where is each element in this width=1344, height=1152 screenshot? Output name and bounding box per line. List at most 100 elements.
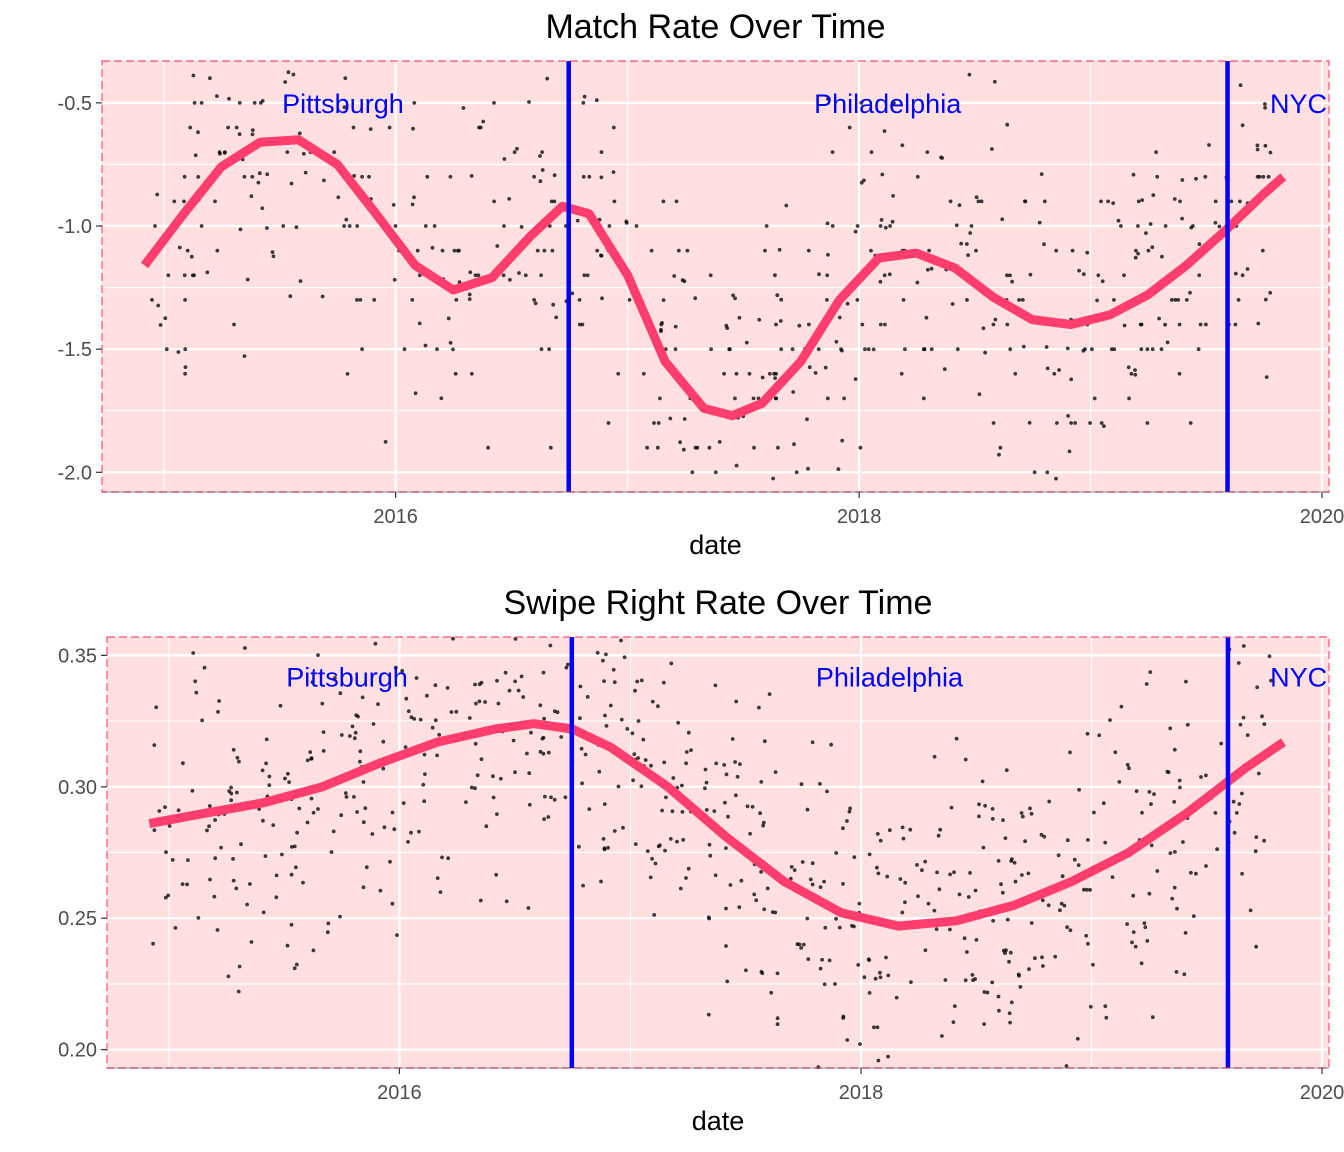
scatter-point: [260, 206, 265, 211]
scatter-point: [948, 927, 952, 932]
scatter-point: [1180, 178, 1185, 182]
scatter-point: [612, 829, 617, 833]
scatter-point: [479, 757, 484, 762]
x-tick-label: 2020: [1300, 1082, 1344, 1104]
scatter-point: [1095, 298, 1099, 303]
scatter-point: [1057, 368, 1061, 372]
scatter-point: [452, 248, 457, 253]
scatter-point: [624, 221, 629, 225]
scatter-point: [974, 248, 978, 253]
scatter-point: [773, 770, 778, 774]
scatter-point: [674, 199, 679, 204]
scatter-point: [303, 170, 308, 175]
y-tick-label: 0.25: [58, 908, 97, 930]
scatter-point: [1122, 273, 1126, 278]
scatter-point: [990, 980, 995, 985]
scatter-point: [1013, 879, 1018, 884]
scatter-point: [552, 199, 557, 204]
scatter-point: [991, 918, 995, 923]
scatter-point: [250, 128, 255, 133]
scatter-point: [513, 679, 517, 684]
scatter-point: [577, 322, 582, 327]
scatter-point: [456, 248, 460, 253]
scatter-point: [469, 371, 474, 376]
scatter-point: [157, 809, 162, 813]
scatter-point: [1173, 850, 1177, 854]
scatter-point: [186, 858, 190, 862]
scatter-point: [1125, 762, 1130, 767]
scatter-point: [681, 447, 686, 452]
scatter-point: [532, 298, 536, 302]
scatter-point: [713, 873, 718, 878]
scatter-point: [1261, 174, 1266, 179]
scatter-point: [383, 440, 388, 444]
scatter-point: [621, 825, 625, 830]
scatter-point: [502, 157, 507, 161]
scatter-point: [294, 962, 299, 967]
scatter-point: [892, 101, 896, 105]
x-tick-label: 2018: [839, 1082, 884, 1104]
scatter-point: [264, 761, 268, 766]
scatter-point: [1268, 290, 1273, 295]
scatter-point: [867, 958, 871, 962]
scatter-point: [678, 886, 683, 891]
scatter-point: [1173, 298, 1178, 302]
scatter-point: [813, 371, 818, 375]
scatter-point: [734, 793, 738, 798]
scatter-point: [267, 783, 272, 788]
scatter-point: [723, 800, 727, 805]
scatter-point: [595, 248, 600, 253]
scatter-point: [1005, 917, 1010, 922]
scatter-point: [774, 371, 778, 376]
scatter-point: [641, 371, 646, 376]
scatter-point: [1064, 1064, 1069, 1068]
scatter-point: [847, 125, 852, 130]
scatter-point: [481, 119, 486, 124]
scatter-point: [925, 150, 930, 155]
scatter-point: [997, 452, 1001, 457]
scatter-point: [845, 301, 850, 306]
scatter-point: [805, 916, 810, 921]
scatter-point: [580, 322, 585, 327]
scatter-point: [501, 273, 506, 278]
scatter-point: [351, 125, 356, 130]
scatter-point: [634, 224, 639, 228]
scatter-point: [1104, 1015, 1109, 1020]
scatter-point: [264, 737, 269, 742]
scatter-point: [754, 898, 759, 903]
scatter-point: [519, 225, 524, 229]
scatter-point: [376, 702, 380, 706]
scatter-point: [859, 180, 864, 185]
scatter-point: [909, 980, 913, 984]
scatter-point: [668, 416, 673, 421]
scatter-point: [440, 248, 445, 253]
scatter-point: [298, 279, 303, 283]
x-tick-label: 2018: [837, 506, 882, 528]
scatter-point: [163, 895, 168, 900]
scatter-point: [1099, 199, 1103, 204]
scatter-point: [858, 445, 863, 450]
scatter-point: [409, 715, 414, 720]
scatter-point: [1269, 678, 1273, 683]
scatter-point: [773, 376, 777, 380]
scatter-point: [1181, 840, 1185, 844]
scatter-point: [1262, 722, 1267, 726]
scatter-point: [425, 174, 430, 179]
scatter-point: [1263, 297, 1268, 302]
scatter-point: [950, 302, 955, 306]
scatter-point: [1103, 1004, 1108, 1009]
scatter-point: [875, 1025, 880, 1030]
scatter-point: [542, 716, 546, 721]
scatter-point: [451, 636, 455, 641]
x-tick-label: 2016: [373, 506, 418, 528]
scatter-point: [192, 273, 197, 278]
scatter-point: [320, 701, 325, 706]
scatter-point: [689, 748, 693, 752]
scatter-point: [990, 147, 994, 151]
scatter-point: [265, 172, 270, 177]
scatter-point: [807, 365, 812, 370]
scatter-point: [649, 763, 653, 768]
scatter-point: [630, 731, 635, 736]
scatter-point: [467, 292, 472, 297]
x-axis-title: date: [689, 530, 742, 560]
